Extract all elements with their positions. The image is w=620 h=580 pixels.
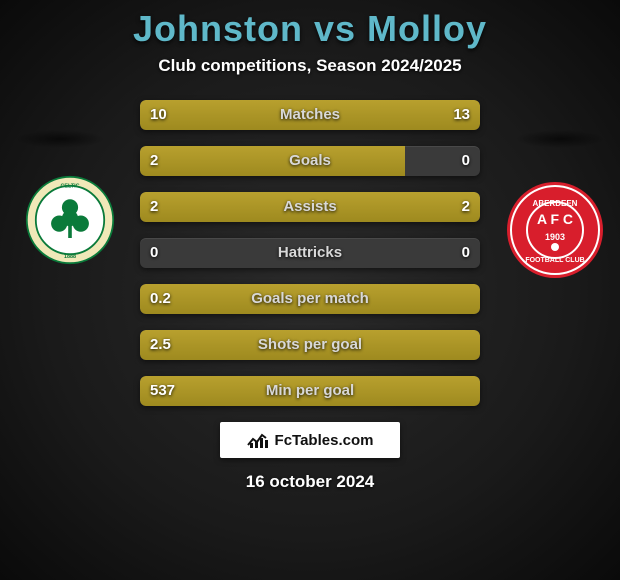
stat-row: 22Assists <box>140 192 480 222</box>
stat-row: 20Goals <box>140 146 480 176</box>
svg-text:1888: 1888 <box>64 254 76 260</box>
stat-label: Goals <box>140 146 480 176</box>
svg-text:CELTIC: CELTIC <box>60 184 79 190</box>
site-logo-text: FcTables.com <box>275 432 374 449</box>
stat-label: Min per goal <box>140 376 480 406</box>
svg-text:FOOTBALL CLUB: FOOTBALL CLUB <box>525 257 584 264</box>
stat-label: Goals per match <box>140 284 480 314</box>
stat-label: Hattricks <box>140 238 480 268</box>
stats-container: 1013Matches 20Goals 22Assists 00Hattricks 0.… <box>140 100 480 406</box>
team-crest-left: CELTIC 1888 <box>25 175 115 265</box>
stat-row: 2.5Shots per goal <box>140 330 480 360</box>
team-crest-right: ABERDEEN FOOTBALL CLUB A F C 1903 <box>505 180 605 280</box>
chart-icon <box>247 431 271 449</box>
stat-row: 1013Matches <box>140 100 480 130</box>
player-shadow-left <box>15 130 105 148</box>
site-logo[interactable]: FcTables.com <box>220 422 400 458</box>
page-subtitle: Club competitions, Season 2024/2025 <box>0 56 620 76</box>
svg-text:1903: 1903 <box>545 232 565 242</box>
stat-row: 0.2Goals per match <box>140 284 480 314</box>
stat-label: Assists <box>140 192 480 222</box>
date-text: 16 october 2024 <box>0 472 620 492</box>
svg-text:A F C: A F C <box>537 211 573 227</box>
stat-row: 537Min per goal <box>140 376 480 406</box>
player-shadow-right <box>515 130 605 148</box>
stat-row: 00Hattricks <box>140 238 480 268</box>
page-title: Johnston vs Molloy <box>0 0 620 50</box>
stat-label: Matches <box>140 100 480 130</box>
svg-text:ABERDEEN: ABERDEEN <box>533 199 578 208</box>
stat-label: Shots per goal <box>140 330 480 360</box>
